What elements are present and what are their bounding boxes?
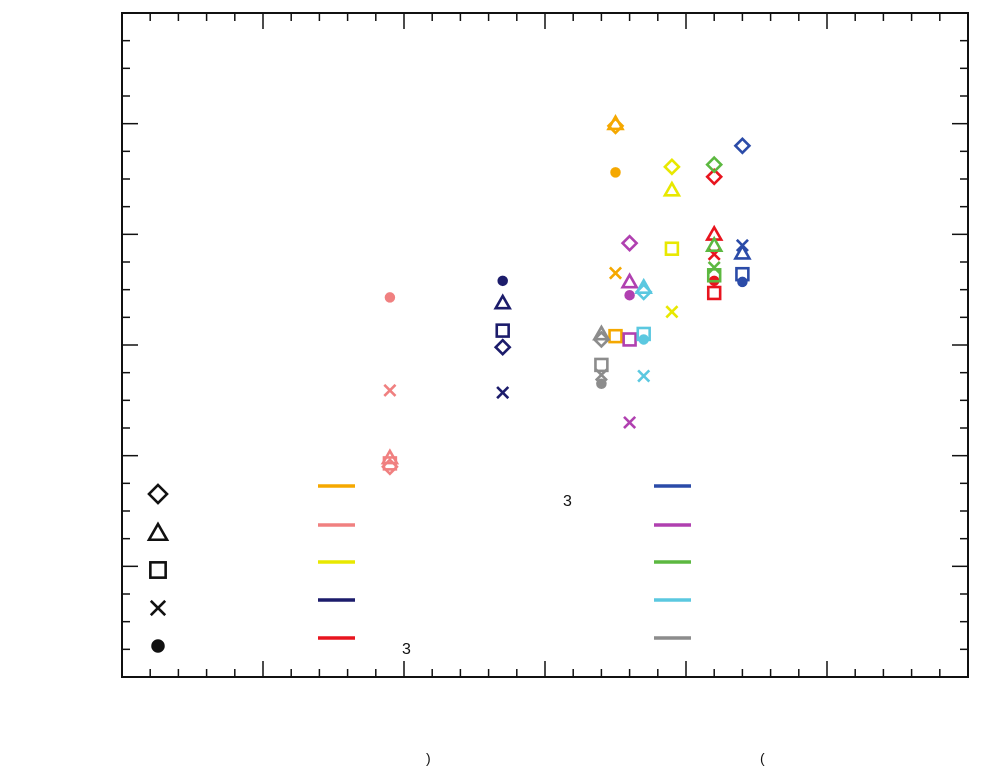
data-point-triangle [704, 235, 724, 252]
series-6 [620, 234, 639, 429]
data-point-square [664, 241, 680, 256]
data-point-x [594, 368, 608, 382]
legend-marker-x [149, 599, 167, 617]
data-point-diamond [733, 136, 752, 155]
data-point-x [637, 369, 651, 383]
data-point-triangle [733, 243, 752, 260]
xlabel-fragment: ) [426, 750, 431, 766]
data-point-diamond [620, 234, 639, 253]
data-point-circle [610, 167, 621, 178]
data-point-diamond [381, 457, 399, 476]
axes [121, 12, 969, 678]
series-0 [606, 114, 625, 344]
data-point-triangle [493, 293, 512, 310]
plot-frame [121, 12, 969, 678]
data-point-x [383, 383, 397, 397]
data-point-circle [737, 276, 748, 288]
data-point-square [608, 328, 623, 344]
data-point-circle [384, 292, 396, 303]
data-point-diamond [634, 283, 653, 301]
series-2 [662, 157, 682, 319]
legend-text-fragment: 3 [402, 641, 411, 658]
series-9 [592, 324, 611, 389]
data-point-square [594, 357, 609, 373]
data-point-x [665, 305, 679, 319]
data-point-square [495, 323, 510, 338]
data-point-diamond [705, 167, 724, 186]
data-point-x [608, 266, 623, 280]
data-point-square [382, 456, 398, 471]
legend-marker-square [149, 561, 167, 579]
xlabel-fragment: ( [760, 750, 765, 766]
series-5 [733, 136, 752, 288]
data-point-diamond [705, 155, 724, 174]
data-point-diamond [592, 330, 611, 349]
series-3 [493, 275, 512, 400]
data-point-circle [624, 289, 635, 301]
data-point-circle [638, 334, 649, 345]
legend-text-fragment: 3 [563, 493, 572, 510]
legend-marker-circle [151, 639, 165, 653]
data-point-triangle [662, 180, 682, 197]
data-point-diamond [493, 338, 512, 357]
data-point-circle [596, 378, 607, 389]
legend-marker-diamond [147, 483, 169, 505]
data-point-x [707, 261, 721, 275]
data-point-triangle [620, 272, 639, 289]
series-8 [634, 277, 653, 383]
data-point-square [622, 332, 637, 347]
data-point-square [706, 285, 722, 301]
series-7 [704, 155, 724, 283]
data-markers [380, 114, 752, 476]
data-point-diamond [606, 117, 625, 135]
series-1 [380, 292, 400, 476]
data-point-triangle [592, 324, 611, 341]
legend [146, 483, 691, 653]
data-point-diamond [663, 157, 681, 176]
data-point-x [623, 415, 637, 429]
data-point-x [496, 386, 510, 400]
legend-marker-triangle [146, 521, 170, 542]
data-point-circle [497, 275, 508, 287]
